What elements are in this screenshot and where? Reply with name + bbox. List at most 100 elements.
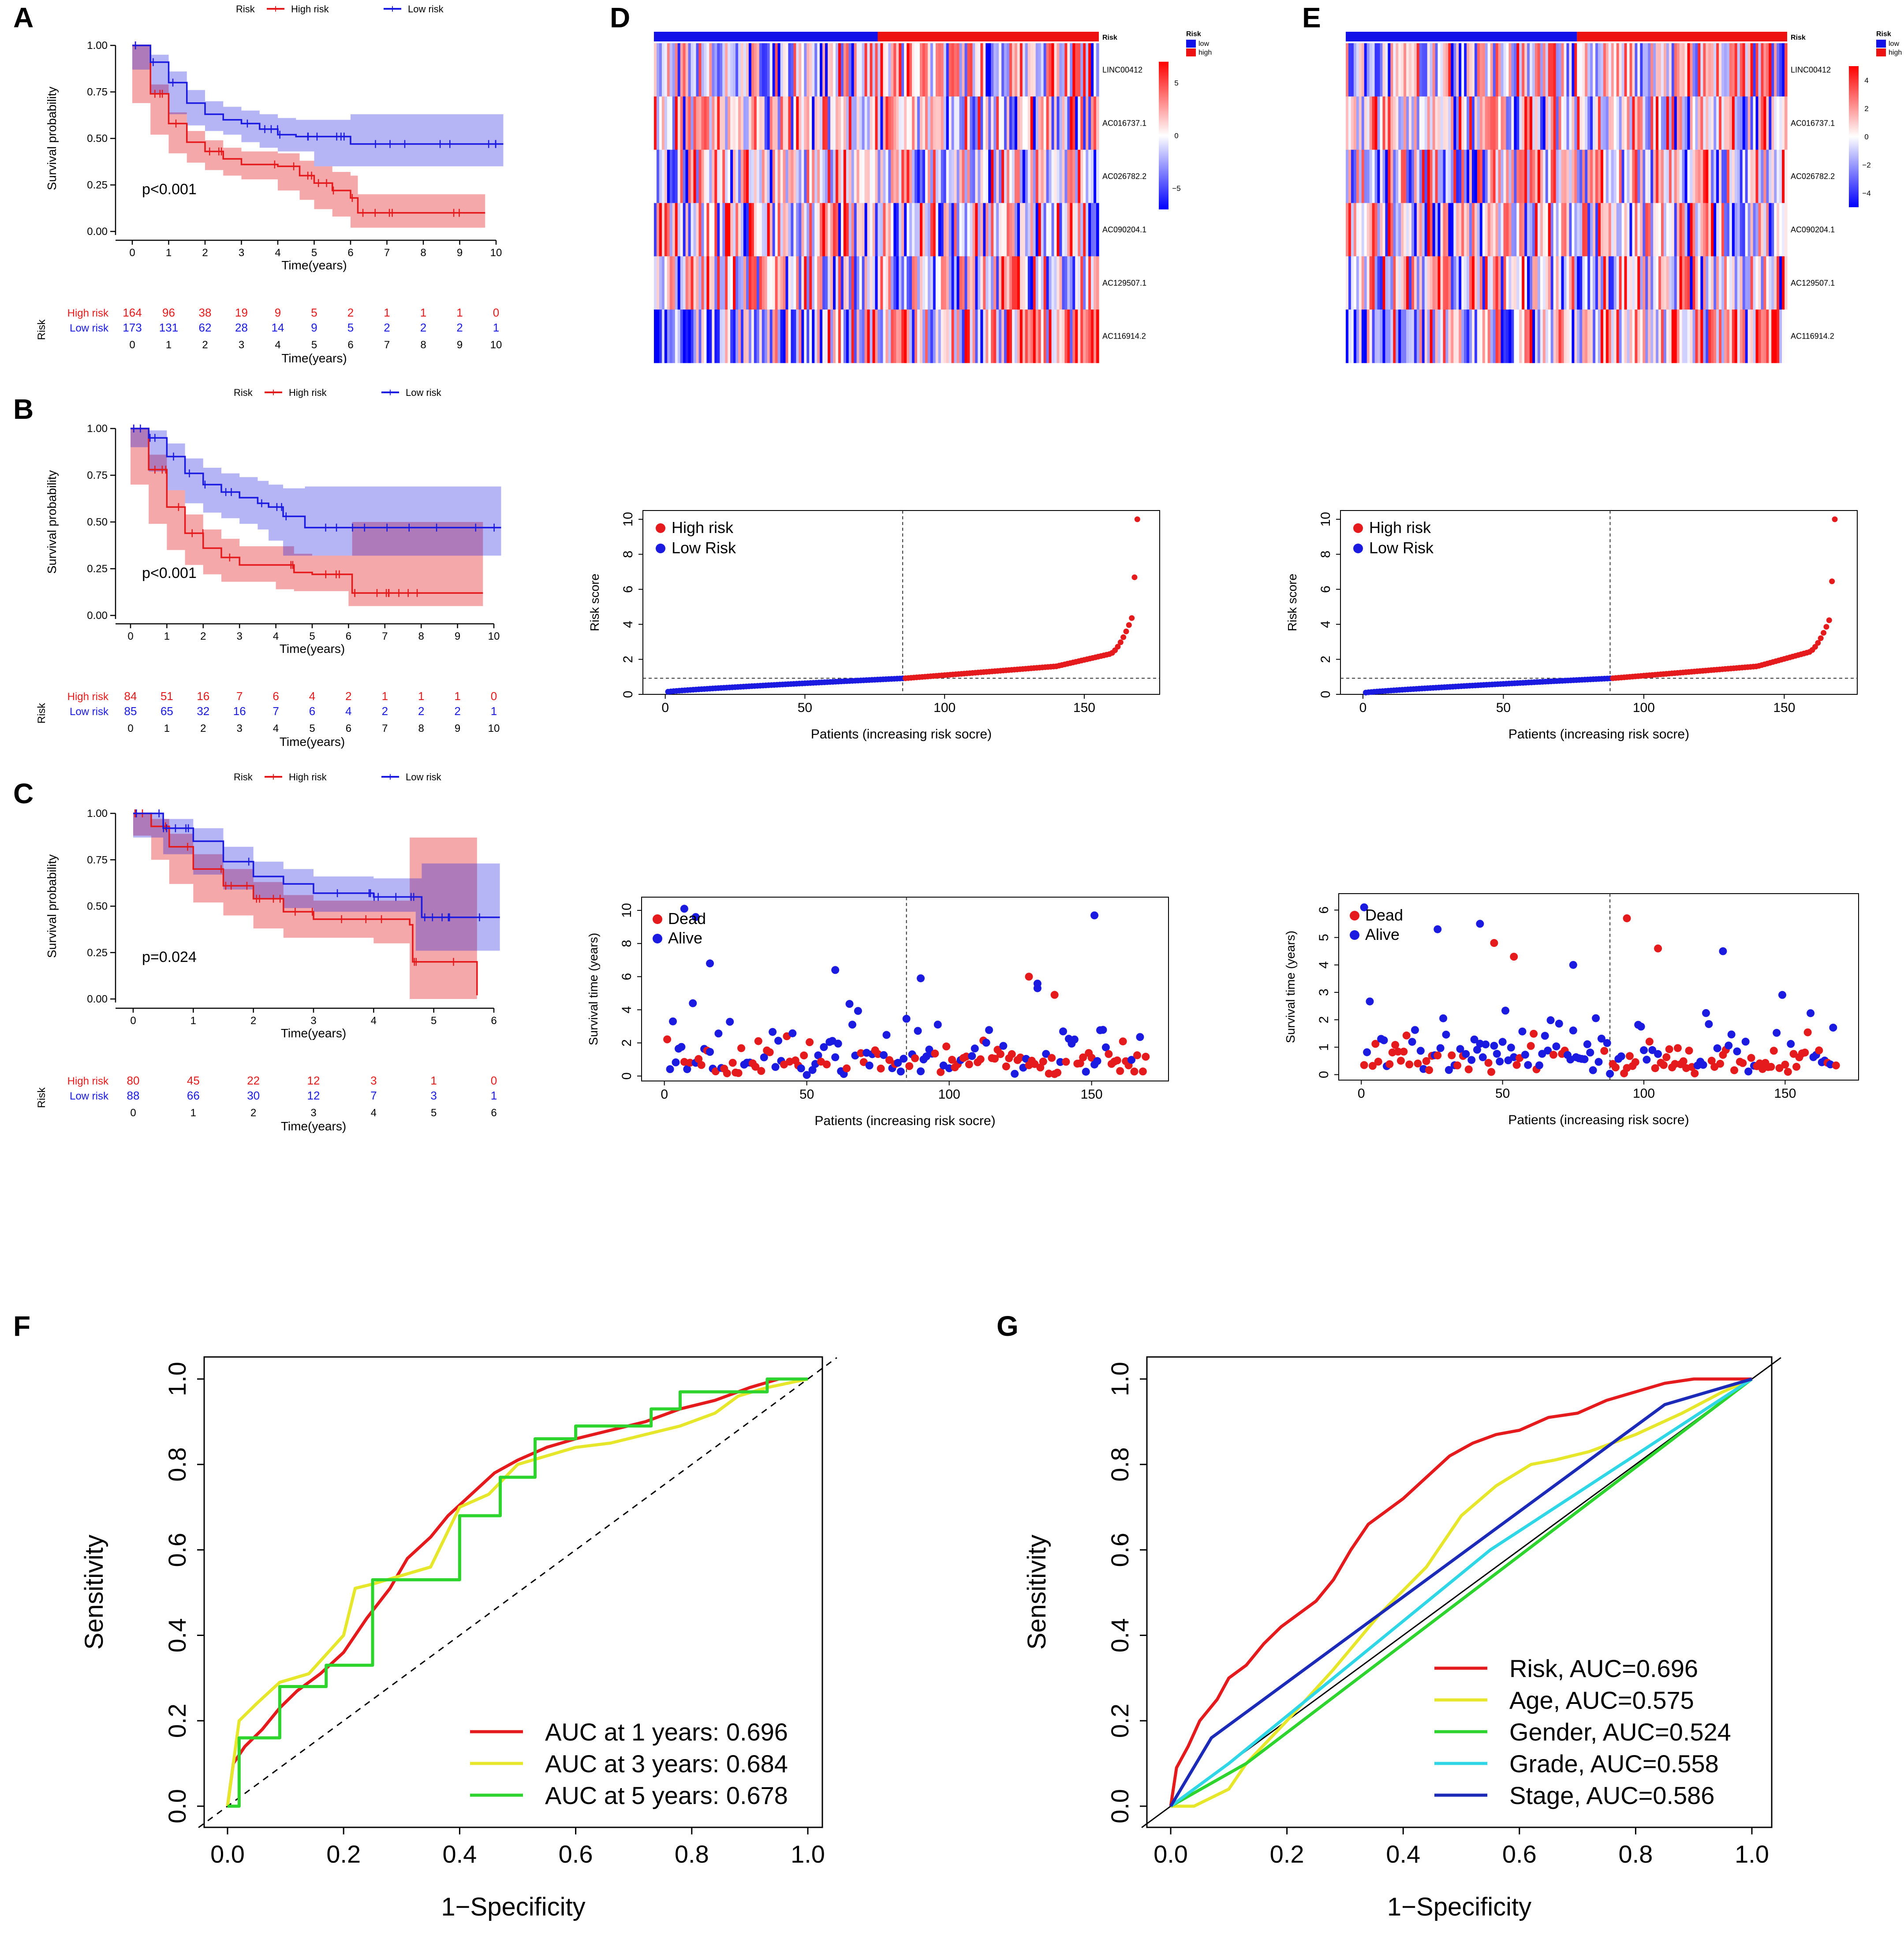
survival-point [911, 1054, 919, 1062]
heatmap-cell [1593, 309, 1596, 363]
heatmap-cell [1382, 96, 1385, 150]
heatmap-cell [683, 96, 686, 150]
risk-score-point [1115, 644, 1121, 650]
heatmap-cell [948, 96, 952, 150]
survival-point [1767, 1062, 1775, 1071]
km-risk-table-value: 1 [418, 690, 424, 703]
heatmap-cell [883, 309, 886, 363]
heatmap-cell [1004, 309, 1007, 363]
heatmap-cell [801, 256, 804, 310]
heatmap-cell [964, 43, 968, 97]
km-risk-table-label: Risk [36, 319, 48, 340]
heatmap-cell [730, 203, 733, 257]
heatmap-cell [799, 43, 802, 97]
heatmap-cell [1619, 149, 1622, 204]
heatmap-cell [1083, 43, 1086, 97]
roc-y-tick-label: 0.4 [1106, 1618, 1134, 1652]
heatmap-cell [1779, 309, 1782, 363]
heatmap-cell [1038, 43, 1042, 97]
heatmap-cell [1777, 256, 1780, 310]
scatter-x-tick-label: 150 [1773, 701, 1795, 715]
heatmap-cell [1550, 309, 1554, 363]
heatmap-cell [1511, 256, 1514, 310]
heatmap-cell [772, 256, 776, 310]
heatmap-cell [1396, 256, 1399, 310]
heatmap-cell [704, 203, 707, 257]
heatmap-cell [991, 256, 994, 310]
heatmap-cell [986, 203, 989, 257]
survival-legend-label: Dead [668, 909, 706, 928]
heatmap-cell [1445, 309, 1449, 363]
heatmap-cell [1041, 43, 1044, 97]
heatmap-cell [838, 43, 841, 97]
heatmap-cell [1669, 96, 1672, 150]
heatmap-cell [1027, 203, 1031, 257]
heatmap-cell [1716, 203, 1719, 257]
heatmap-cell [1535, 203, 1538, 257]
survival-point [1521, 1051, 1529, 1059]
survival-point [1400, 1047, 1408, 1056]
heatmap-cell [1774, 256, 1777, 310]
km-risk-table-value: 1 [454, 690, 460, 703]
heatmap-cell [785, 203, 789, 257]
heatmap-cell [1401, 203, 1404, 257]
heatmap-cell [1758, 96, 1762, 150]
heatmap-cell [956, 149, 960, 204]
heatmap-cell [1708, 203, 1711, 257]
heatmap-gene-label: AC090204.1 [1102, 225, 1146, 234]
heatmap-cell [1724, 309, 1727, 363]
heatmap-cell [677, 256, 681, 310]
heatmap-cell [1564, 203, 1567, 257]
panel-label-E: E [1302, 2, 1321, 34]
heatmap-cell [1663, 43, 1667, 97]
heatmap-cell [846, 256, 849, 310]
heatmap-cell [1054, 256, 1057, 310]
heatmap-cell [1582, 309, 1585, 363]
heatmap-cell [1690, 96, 1693, 150]
heatmap-cell [1057, 96, 1060, 150]
roc-x-tick-label: 0.8 [1618, 1840, 1653, 1868]
heatmap-cell [922, 309, 926, 363]
heatmap-cell [1695, 203, 1699, 257]
heatmap-cell [1380, 203, 1383, 257]
heatmap-cell [1401, 43, 1404, 97]
km-risk-table-value: 0 [491, 1074, 497, 1087]
heatmap-cell [1374, 256, 1378, 310]
heatmap-cell [925, 43, 928, 97]
km-risk-table-value: 1 [491, 704, 497, 718]
heatmap-cell [951, 96, 955, 150]
km-low-risk-ci-band [132, 45, 504, 167]
heatmap-cell [1695, 43, 1699, 97]
heatmap-cell [1587, 96, 1590, 150]
heatmap-cell [1524, 96, 1527, 150]
heatmap-cell [848, 149, 852, 204]
survival-point [1082, 1067, 1090, 1076]
heatmap-cell [1742, 309, 1746, 363]
heatmap-cell [1585, 256, 1588, 310]
heatmap-cell [946, 149, 949, 204]
heatmap-cell [1590, 256, 1593, 310]
heatmap-cell [661, 149, 665, 204]
heatmap-cell [691, 256, 694, 310]
heatmap-cell [880, 96, 884, 150]
heatmap-cell [933, 309, 936, 363]
heatmap-cell [1472, 256, 1475, 310]
heatmap-cell [1091, 203, 1094, 257]
heatmap-cell [704, 96, 707, 150]
survival-point [1781, 1060, 1789, 1069]
heatmap-cell [927, 149, 931, 204]
heatmap-cell [1656, 256, 1659, 310]
survival-point [845, 1000, 854, 1008]
heatmap-cell [980, 149, 983, 204]
heatmap-cell [1595, 96, 1598, 150]
km-panel-C: Risk + High risk + Low risk0.000.250.500.751… [36, 770, 500, 1133]
heatmap-cell [777, 203, 781, 257]
heatmap-cell [677, 149, 681, 204]
heatmap-cell [1724, 203, 1727, 257]
heatmap-cell [1632, 96, 1635, 150]
heatmap-cell [885, 43, 889, 97]
scatter-y-tick-label: 5 [1317, 934, 1331, 941]
heatmap-cell [1669, 43, 1672, 97]
heatmap-cell [1556, 43, 1559, 97]
heatmap-cell [693, 256, 697, 310]
